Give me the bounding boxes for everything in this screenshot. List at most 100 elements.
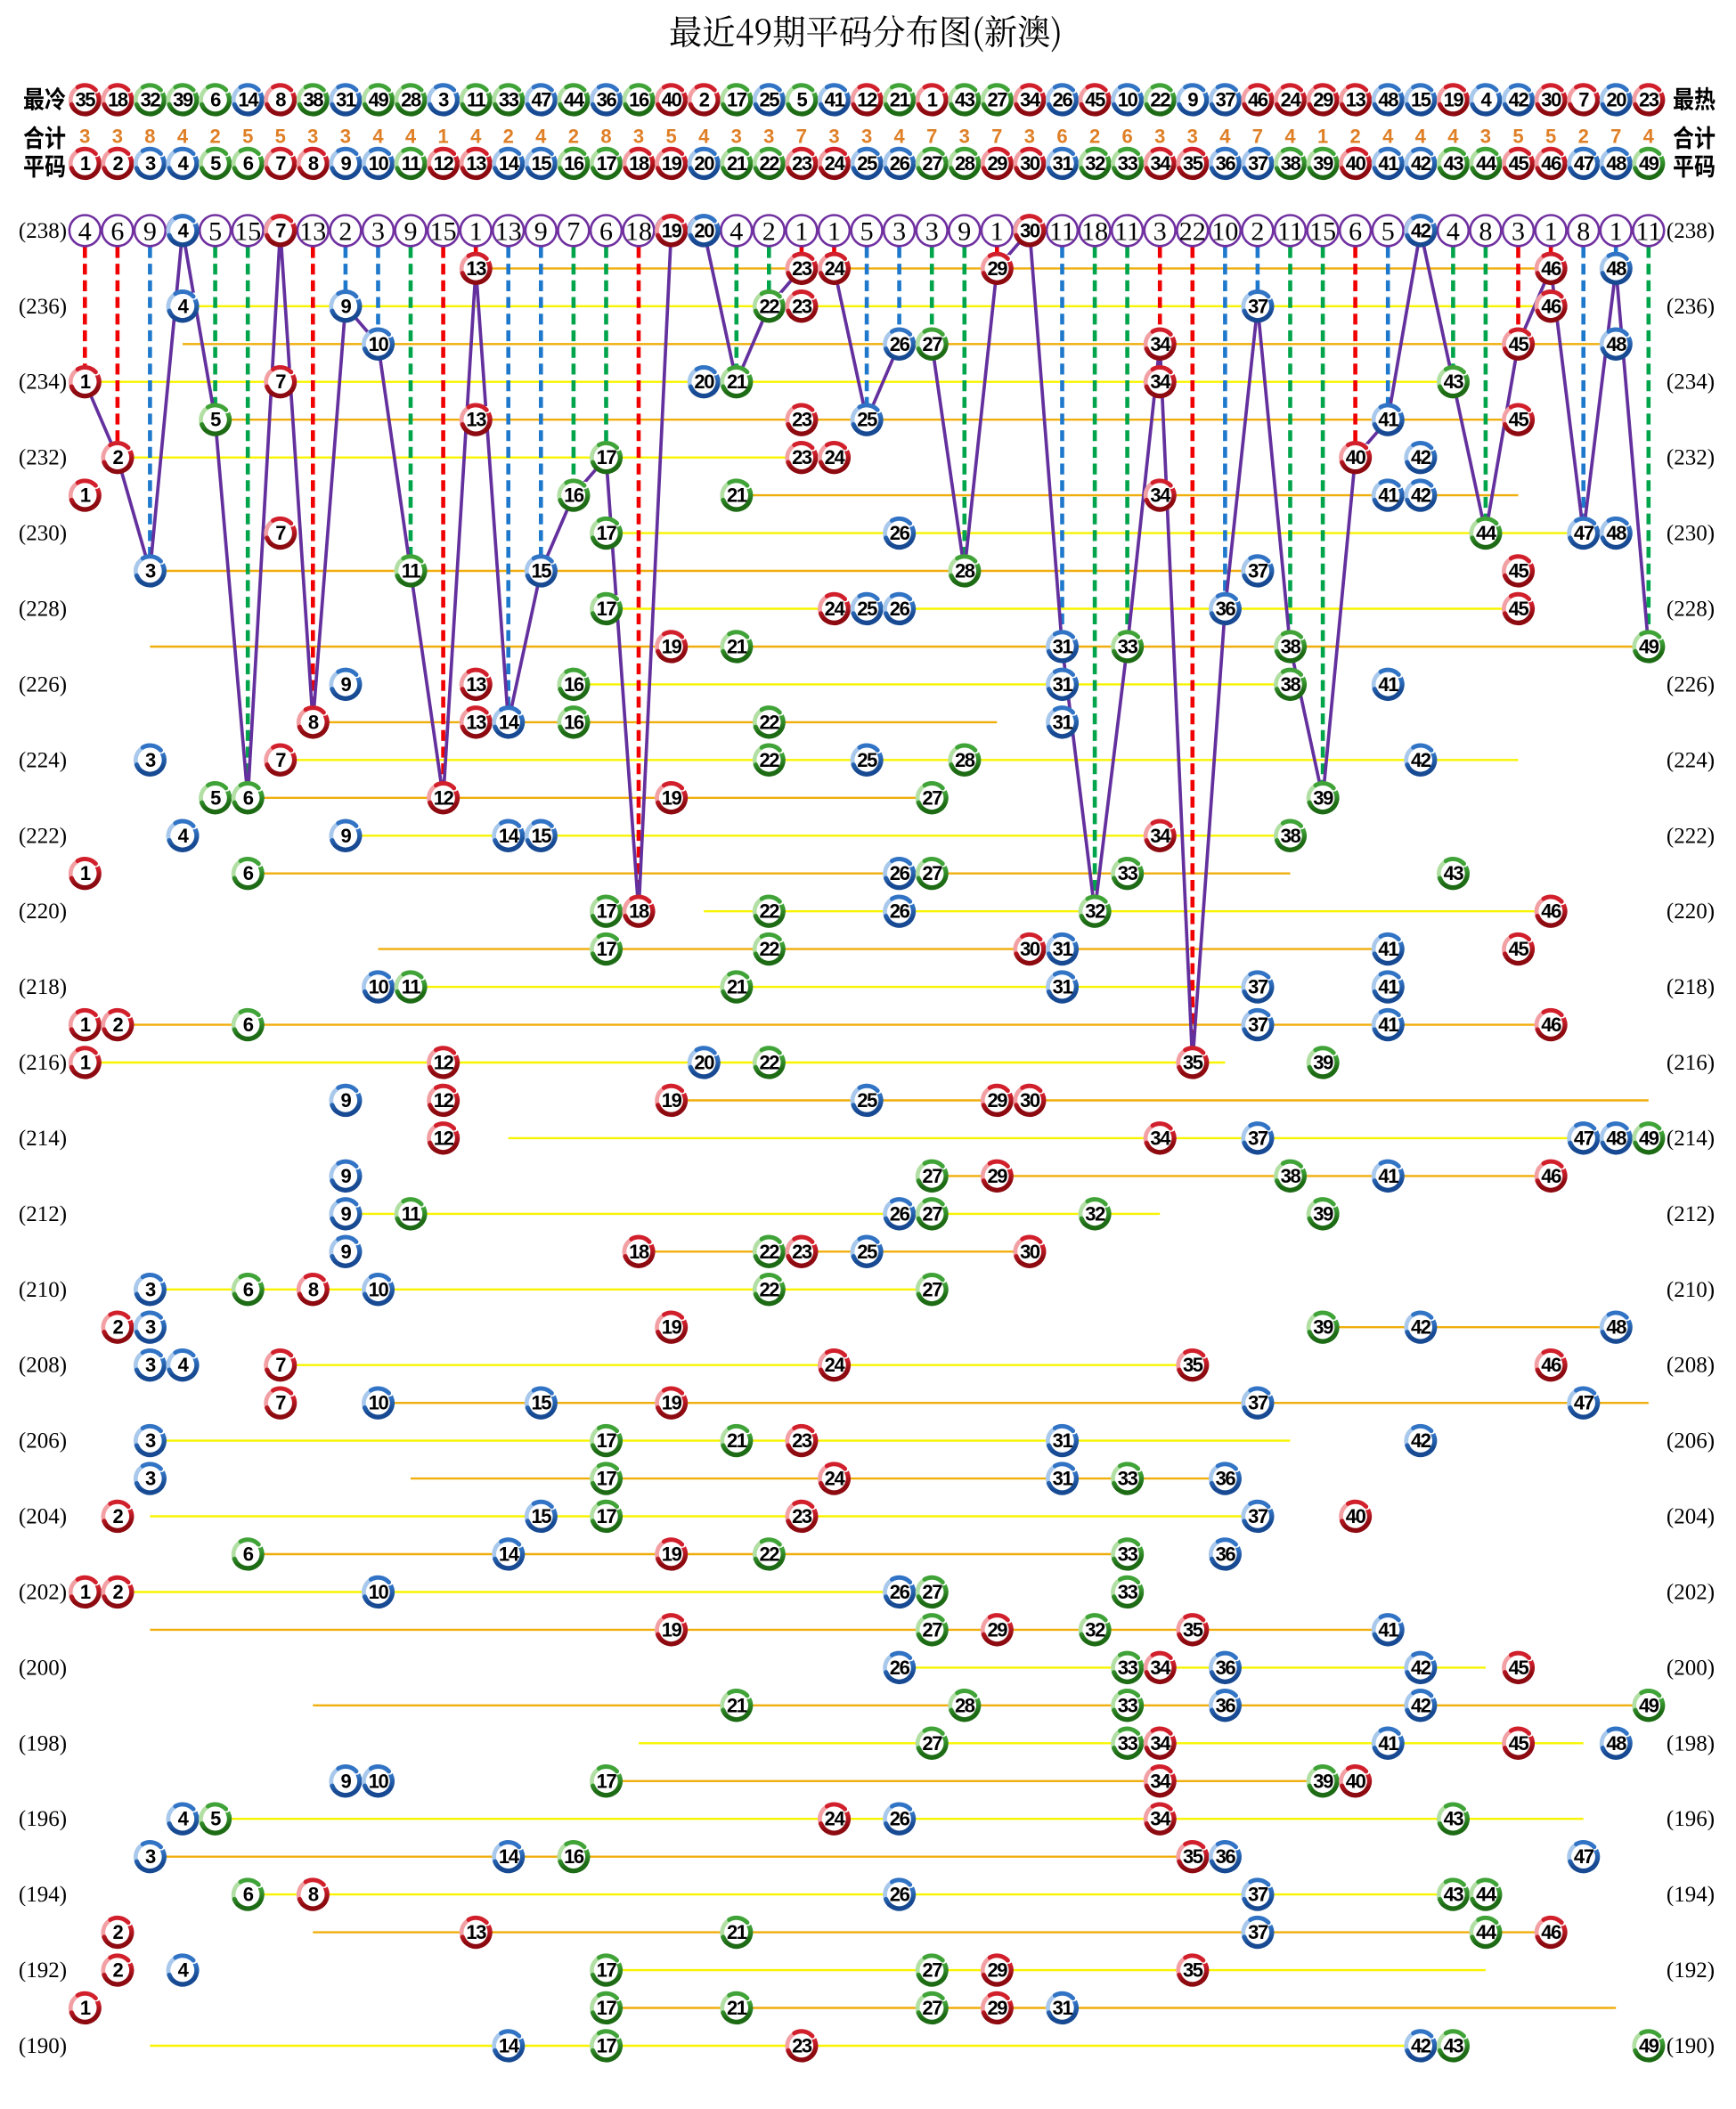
- svg-text:12: 12: [434, 1089, 454, 1112]
- svg-text:27: 27: [922, 1581, 942, 1603]
- svg-text:17: 17: [597, 900, 617, 923]
- svg-text:47: 47: [531, 89, 551, 111]
- svg-text:20: 20: [694, 370, 714, 393]
- svg-text:29: 29: [987, 1089, 1007, 1112]
- svg-text:4: 4: [1447, 216, 1460, 246]
- svg-text:17: 17: [597, 598, 617, 620]
- svg-text:35: 35: [1183, 1618, 1203, 1641]
- svg-text:5: 5: [1512, 126, 1523, 148]
- svg-text:33: 33: [1118, 1657, 1138, 1679]
- svg-text:16: 16: [564, 1845, 584, 1868]
- svg-text:1: 1: [1317, 126, 1328, 148]
- svg-text:10: 10: [369, 152, 389, 175]
- svg-text:5: 5: [275, 126, 286, 148]
- svg-text:47: 47: [1574, 522, 1594, 544]
- svg-text:(230): (230): [19, 522, 67, 546]
- svg-text:48: 48: [1606, 1316, 1626, 1339]
- svg-text:24: 24: [825, 152, 846, 175]
- svg-text:6: 6: [210, 89, 221, 111]
- svg-text:3: 3: [112, 126, 123, 148]
- svg-text:16: 16: [629, 89, 649, 111]
- svg-text:26: 26: [890, 522, 910, 544]
- svg-text:7: 7: [926, 126, 937, 148]
- svg-text:41: 41: [1378, 673, 1398, 696]
- svg-text:10: 10: [369, 1770, 389, 1792]
- svg-text:3: 3: [731, 126, 742, 148]
- svg-text:(196): (196): [19, 1807, 67, 1831]
- svg-text:22: 22: [759, 152, 779, 175]
- svg-text:46: 46: [1541, 152, 1561, 175]
- svg-text:30: 30: [1020, 938, 1040, 960]
- svg-text:40: 40: [1346, 446, 1366, 468]
- svg-text:28: 28: [955, 560, 975, 582]
- svg-text:5: 5: [210, 786, 221, 809]
- svg-text:(204): (204): [1667, 1505, 1715, 1529]
- svg-text:43: 43: [1444, 370, 1464, 393]
- svg-text:10: 10: [369, 1581, 389, 1603]
- svg-text:26: 26: [890, 1884, 910, 1906]
- svg-text:(230): (230): [1667, 522, 1715, 546]
- svg-text:20: 20: [694, 219, 714, 241]
- svg-text:22: 22: [1179, 216, 1206, 246]
- svg-text:3: 3: [79, 126, 90, 148]
- svg-text:13: 13: [1346, 89, 1366, 111]
- svg-text:3: 3: [145, 1354, 156, 1376]
- svg-text:34: 34: [1020, 89, 1041, 111]
- svg-text:8: 8: [144, 126, 155, 148]
- svg-text:39: 39: [1313, 152, 1333, 175]
- svg-text:7: 7: [275, 1392, 286, 1414]
- svg-text:2: 2: [209, 126, 220, 148]
- svg-text:37: 37: [1248, 1505, 1268, 1527]
- svg-text:35: 35: [1183, 1845, 1203, 1868]
- svg-text:1: 1: [437, 126, 448, 148]
- svg-text:(194): (194): [1667, 1883, 1715, 1907]
- svg-text:39: 39: [1313, 1052, 1333, 1074]
- svg-text:14: 14: [499, 825, 520, 847]
- svg-text:(214): (214): [1667, 1127, 1715, 1151]
- svg-text:4: 4: [729, 216, 743, 246]
- svg-text:33: 33: [1118, 152, 1138, 175]
- svg-text:48: 48: [1606, 522, 1626, 544]
- svg-text:3: 3: [145, 1468, 156, 1490]
- svg-text:49: 49: [1639, 2035, 1659, 2057]
- svg-text:4: 4: [1480, 89, 1492, 111]
- svg-text:45: 45: [1509, 598, 1529, 620]
- svg-text:17: 17: [597, 1997, 617, 2019]
- svg-text:9: 9: [340, 1770, 351, 1792]
- svg-text:7: 7: [275, 219, 286, 241]
- svg-text:9: 9: [958, 216, 971, 246]
- svg-text:37: 37: [1248, 1884, 1268, 1906]
- svg-text:5: 5: [665, 126, 676, 148]
- svg-text:42: 42: [1411, 484, 1431, 507]
- svg-text:10: 10: [369, 976, 389, 998]
- svg-text:(190): (190): [1667, 2034, 1715, 2058]
- svg-text:27: 27: [922, 333, 942, 355]
- svg-text:2: 2: [1089, 126, 1100, 148]
- svg-text:44: 44: [1476, 152, 1497, 175]
- svg-text:10: 10: [1118, 89, 1138, 111]
- svg-text:17: 17: [727, 89, 747, 111]
- svg-text:47: 47: [1574, 1392, 1594, 1414]
- svg-text:48: 48: [1606, 257, 1626, 280]
- svg-text:13: 13: [466, 1921, 486, 1943]
- svg-text:31: 31: [1053, 152, 1073, 175]
- svg-text:22: 22: [759, 749, 779, 771]
- svg-text:(190): (190): [19, 2034, 67, 2058]
- svg-text:15: 15: [1411, 89, 1431, 111]
- svg-text:23: 23: [792, 257, 812, 280]
- svg-text:45: 45: [1509, 152, 1529, 175]
- svg-text:5: 5: [1545, 126, 1556, 148]
- svg-text:9: 9: [340, 152, 351, 175]
- svg-text:30: 30: [1020, 1089, 1040, 1112]
- svg-text:(212): (212): [19, 1202, 67, 1226]
- svg-text:43: 43: [1444, 152, 1464, 175]
- svg-text:16: 16: [564, 484, 584, 507]
- svg-text:4: 4: [178, 219, 190, 241]
- svg-text:26: 26: [890, 862, 910, 884]
- svg-text:36: 36: [1216, 1543, 1236, 1566]
- svg-text:6: 6: [243, 1278, 254, 1300]
- svg-text:28: 28: [955, 152, 975, 175]
- svg-text:23: 23: [792, 152, 812, 175]
- svg-text:42: 42: [1411, 1657, 1431, 1679]
- svg-text:14: 14: [499, 1543, 520, 1566]
